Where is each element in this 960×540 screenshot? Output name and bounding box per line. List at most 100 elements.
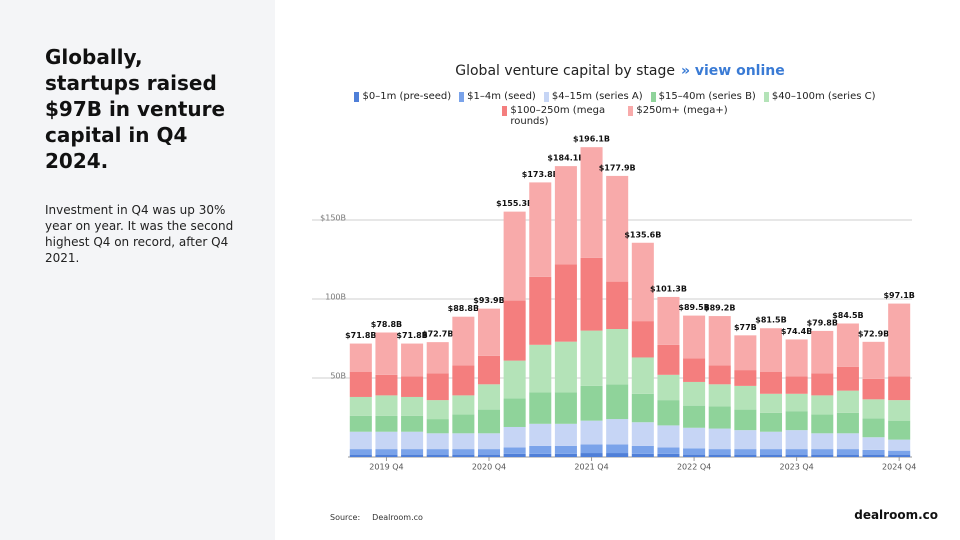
bar-segment bbox=[401, 343, 424, 377]
source-name: Dealroom.co bbox=[372, 513, 423, 522]
view-online-link[interactable]: » view online bbox=[680, 63, 785, 79]
total-label: $84.5B bbox=[832, 311, 863, 320]
legend-label: $40–100m (series C) bbox=[771, 91, 876, 102]
bar-segment bbox=[734, 370, 757, 386]
legend-label: $100–250m (mega rounds) bbox=[510, 105, 606, 127]
bar-segment bbox=[426, 342, 449, 374]
bar-segment bbox=[657, 344, 680, 375]
bar-segment bbox=[759, 371, 783, 394]
bar-segment bbox=[734, 385, 757, 410]
bar-segment bbox=[785, 339, 808, 377]
total-label: $155.3B bbox=[496, 199, 533, 208]
legend-swatch bbox=[502, 106, 508, 116]
bar-segment bbox=[503, 300, 526, 361]
bar-segment bbox=[580, 147, 603, 258]
legend-swatch bbox=[459, 92, 465, 102]
bar-segment bbox=[734, 335, 757, 371]
bar-segment bbox=[708, 316, 731, 366]
bar-segment bbox=[580, 444, 603, 454]
y-tick-label: $150B bbox=[320, 214, 346, 223]
bar-segment bbox=[836, 412, 859, 434]
x-tick-label: 2020 Q4 bbox=[472, 463, 506, 472]
x-tick-label: 2022 Q4 bbox=[677, 463, 711, 472]
total-label: $89.5B bbox=[678, 303, 709, 312]
bar-segment bbox=[426, 433, 449, 450]
bar-segment bbox=[657, 447, 680, 454]
bar-segment bbox=[529, 453, 552, 457]
legend-label: $0–1m (pre-seed) bbox=[362, 91, 452, 102]
bar-segment bbox=[477, 409, 501, 434]
bar-segment bbox=[888, 303, 911, 377]
bar-segment bbox=[888, 420, 911, 440]
bar-segment bbox=[580, 385, 603, 421]
bar-segment bbox=[426, 400, 449, 420]
bar-segment bbox=[734, 430, 757, 450]
bar-segment bbox=[811, 395, 834, 415]
bar-segment bbox=[631, 422, 654, 446]
bar-segment bbox=[452, 449, 475, 455]
bar-segment bbox=[862, 418, 885, 438]
bar-segment bbox=[785, 393, 808, 412]
x-tick-label: 2021 Q4 bbox=[574, 463, 608, 472]
left-panel: Globally, startups raised $97B in ventur… bbox=[0, 0, 275, 540]
legend-item: $4–15m (series A) bbox=[543, 91, 643, 102]
bar-segment bbox=[862, 449, 885, 455]
bar-segment bbox=[785, 376, 808, 394]
bar-segment bbox=[401, 454, 424, 457]
bar-segment bbox=[349, 396, 372, 416]
bar-segment bbox=[375, 415, 398, 432]
total-label: $72.9B bbox=[858, 329, 889, 338]
bar-segment bbox=[734, 409, 757, 431]
bar-segment bbox=[349, 454, 372, 457]
bar-segment bbox=[811, 373, 834, 396]
logo: dealroom.co bbox=[854, 508, 938, 522]
chart-title: Global venture capital by stage bbox=[455, 63, 675, 79]
bar-segment bbox=[759, 454, 783, 457]
bar-segment bbox=[452, 433, 475, 450]
bar-segment bbox=[554, 445, 577, 454]
bar-segment bbox=[554, 392, 577, 424]
bar-segment bbox=[349, 371, 372, 397]
body-text: Investment in Q4 was up 30% year on year… bbox=[45, 203, 234, 265]
total-label: $88.8B bbox=[448, 304, 479, 313]
bar-segment bbox=[503, 453, 526, 457]
bar-segment bbox=[657, 296, 680, 345]
total-label: $71.8B bbox=[396, 331, 427, 340]
bar-segment bbox=[862, 341, 885, 379]
bar-segment bbox=[426, 449, 449, 455]
bar-segment bbox=[554, 453, 577, 457]
bar-segment bbox=[836, 433, 859, 450]
bar-segment bbox=[708, 365, 731, 385]
bar-segment bbox=[631, 242, 654, 322]
bar-segment bbox=[401, 396, 424, 416]
bar-segment bbox=[580, 330, 603, 386]
bar-segment bbox=[606, 384, 629, 420]
bar-segment bbox=[554, 423, 577, 446]
bar-segment bbox=[606, 175, 629, 282]
total-label: $89.2B bbox=[704, 304, 735, 313]
bar-segment bbox=[606, 281, 629, 330]
bar-segment bbox=[375, 395, 398, 416]
y-tick-label: 100B bbox=[325, 293, 346, 302]
bar-segment bbox=[503, 426, 526, 448]
total-label: $79.8B bbox=[807, 318, 838, 327]
bar-segment bbox=[888, 376, 911, 401]
bar-segment bbox=[683, 358, 706, 382]
legend-item: $100–250m (mega rounds) bbox=[502, 105, 620, 127]
bar-segment bbox=[862, 437, 885, 450]
bar-segment bbox=[683, 315, 706, 359]
bar-segment bbox=[631, 445, 654, 454]
legend-swatch bbox=[543, 92, 549, 102]
legend-swatch bbox=[628, 106, 634, 116]
bar-segment bbox=[401, 415, 424, 432]
bar-segment bbox=[554, 264, 577, 342]
bar-segment bbox=[708, 454, 731, 457]
bar-segment bbox=[657, 453, 680, 457]
bar-segment bbox=[631, 357, 654, 394]
bar-segment bbox=[657, 400, 680, 426]
bar-segment bbox=[580, 453, 603, 457]
bar-segment bbox=[606, 444, 629, 454]
bar-segment bbox=[606, 329, 629, 385]
bar-segment bbox=[811, 414, 834, 434]
bar-segment bbox=[683, 427, 706, 449]
